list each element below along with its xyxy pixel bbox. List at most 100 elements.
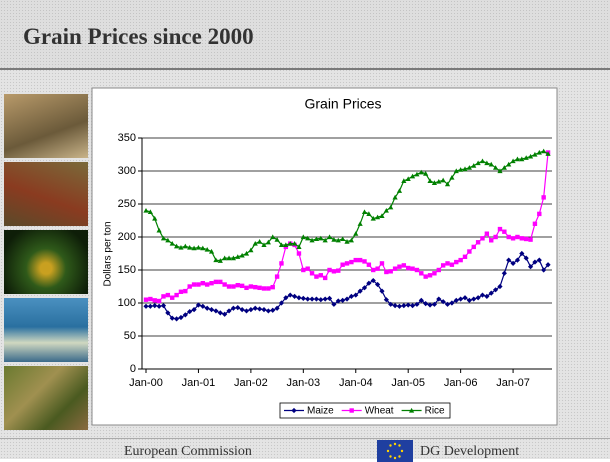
data-point	[275, 274, 279, 278]
data-point	[157, 299, 161, 303]
data-point	[375, 266, 379, 270]
data-point	[166, 293, 170, 297]
data-point	[428, 273, 432, 277]
x-tick-label: Jan-03	[286, 377, 320, 389]
data-point	[371, 268, 375, 272]
marker	[349, 408, 353, 412]
data-point	[227, 284, 231, 288]
data-point	[511, 236, 515, 240]
slide: Grain Prices since 2000 Grain Prices Dol…	[0, 0, 610, 459]
data-point	[437, 268, 441, 272]
legend-label: Wheat	[365, 406, 394, 417]
legend-label: Maize	[307, 406, 334, 417]
y-axis-title: Dollars per ton	[103, 221, 114, 286]
data-point	[402, 263, 406, 267]
data-point	[305, 266, 309, 270]
data-point	[262, 286, 266, 290]
data-point	[345, 261, 349, 265]
data-point	[310, 271, 314, 275]
data-point	[340, 263, 344, 267]
footer-right: DG Development	[420, 444, 519, 460]
data-point	[231, 284, 235, 288]
data-point	[297, 251, 301, 255]
data-point	[406, 266, 410, 270]
data-point	[472, 245, 476, 249]
data-point	[249, 284, 253, 288]
footer-left: European Commission	[124, 444, 252, 460]
legend: Maize Wheat Rice	[280, 403, 450, 418]
data-point	[432, 271, 436, 275]
y-tick-label: 300	[118, 165, 136, 177]
data-point	[236, 283, 240, 287]
x-tick-label: Jan-02	[234, 377, 268, 389]
data-point	[183, 289, 187, 293]
data-point	[327, 268, 331, 272]
data-point	[419, 271, 423, 275]
data-point	[218, 280, 222, 284]
y-tick-label: 50	[124, 330, 136, 342]
chart: Grain Prices Dollars per ton 0 50 100 150 20…	[0, 0, 610, 459]
data-point	[161, 294, 165, 298]
data-point	[489, 238, 493, 242]
data-point	[476, 240, 480, 244]
data-point	[271, 285, 275, 289]
data-point	[148, 297, 152, 301]
data-point	[314, 274, 318, 278]
x-tick-label: Jan-07	[496, 377, 530, 389]
data-point	[349, 260, 353, 264]
data-point	[528, 237, 532, 241]
data-point	[445, 261, 449, 265]
x-tick-label: Jan-05	[391, 377, 425, 389]
data-point	[240, 284, 244, 288]
data-point	[467, 249, 471, 253]
data-point	[415, 268, 419, 272]
data-point	[541, 195, 545, 199]
data-point	[454, 260, 458, 264]
data-point	[179, 290, 183, 294]
data-point	[253, 285, 257, 289]
data-point	[257, 286, 261, 290]
data-point	[485, 232, 489, 236]
data-point	[192, 282, 196, 286]
y-tick-label: 350	[118, 132, 136, 144]
chart-area	[92, 88, 557, 425]
data-point	[423, 274, 427, 278]
data-point	[463, 255, 467, 259]
data-point	[537, 212, 541, 216]
data-point	[244, 286, 248, 290]
data-point	[450, 263, 454, 267]
data-point	[174, 293, 178, 297]
legend-label: Rice	[425, 406, 445, 417]
x-tick-label: Jan-06	[444, 377, 478, 389]
data-point	[520, 236, 524, 240]
data-point	[524, 237, 528, 241]
y-tick-label: 200	[118, 231, 136, 243]
data-point	[384, 270, 388, 274]
data-point	[266, 286, 270, 290]
y-tick-label: 250	[118, 198, 136, 210]
data-point	[367, 263, 371, 267]
data-point	[533, 222, 537, 226]
data-point	[410, 266, 414, 270]
x-tick-label: Jan-04	[339, 377, 373, 389]
data-point	[502, 230, 506, 234]
data-point	[323, 276, 327, 280]
data-point	[358, 258, 362, 262]
data-point	[397, 265, 401, 269]
data-point	[144, 298, 148, 302]
data-point	[362, 259, 366, 263]
data-point	[196, 282, 200, 286]
data-point	[209, 281, 213, 285]
data-point	[393, 266, 397, 270]
data-point	[201, 281, 205, 285]
data-point	[214, 280, 218, 284]
y-tick-label: 0	[130, 363, 136, 375]
data-point	[336, 268, 340, 272]
chart-title: Grain Prices	[304, 96, 381, 112]
data-point	[441, 263, 445, 267]
data-point	[507, 235, 511, 239]
y-tick-label: 150	[118, 264, 136, 276]
y-tick-label: 100	[118, 297, 136, 309]
data-point	[170, 296, 174, 300]
x-tick-label: Jan-01	[182, 377, 216, 389]
